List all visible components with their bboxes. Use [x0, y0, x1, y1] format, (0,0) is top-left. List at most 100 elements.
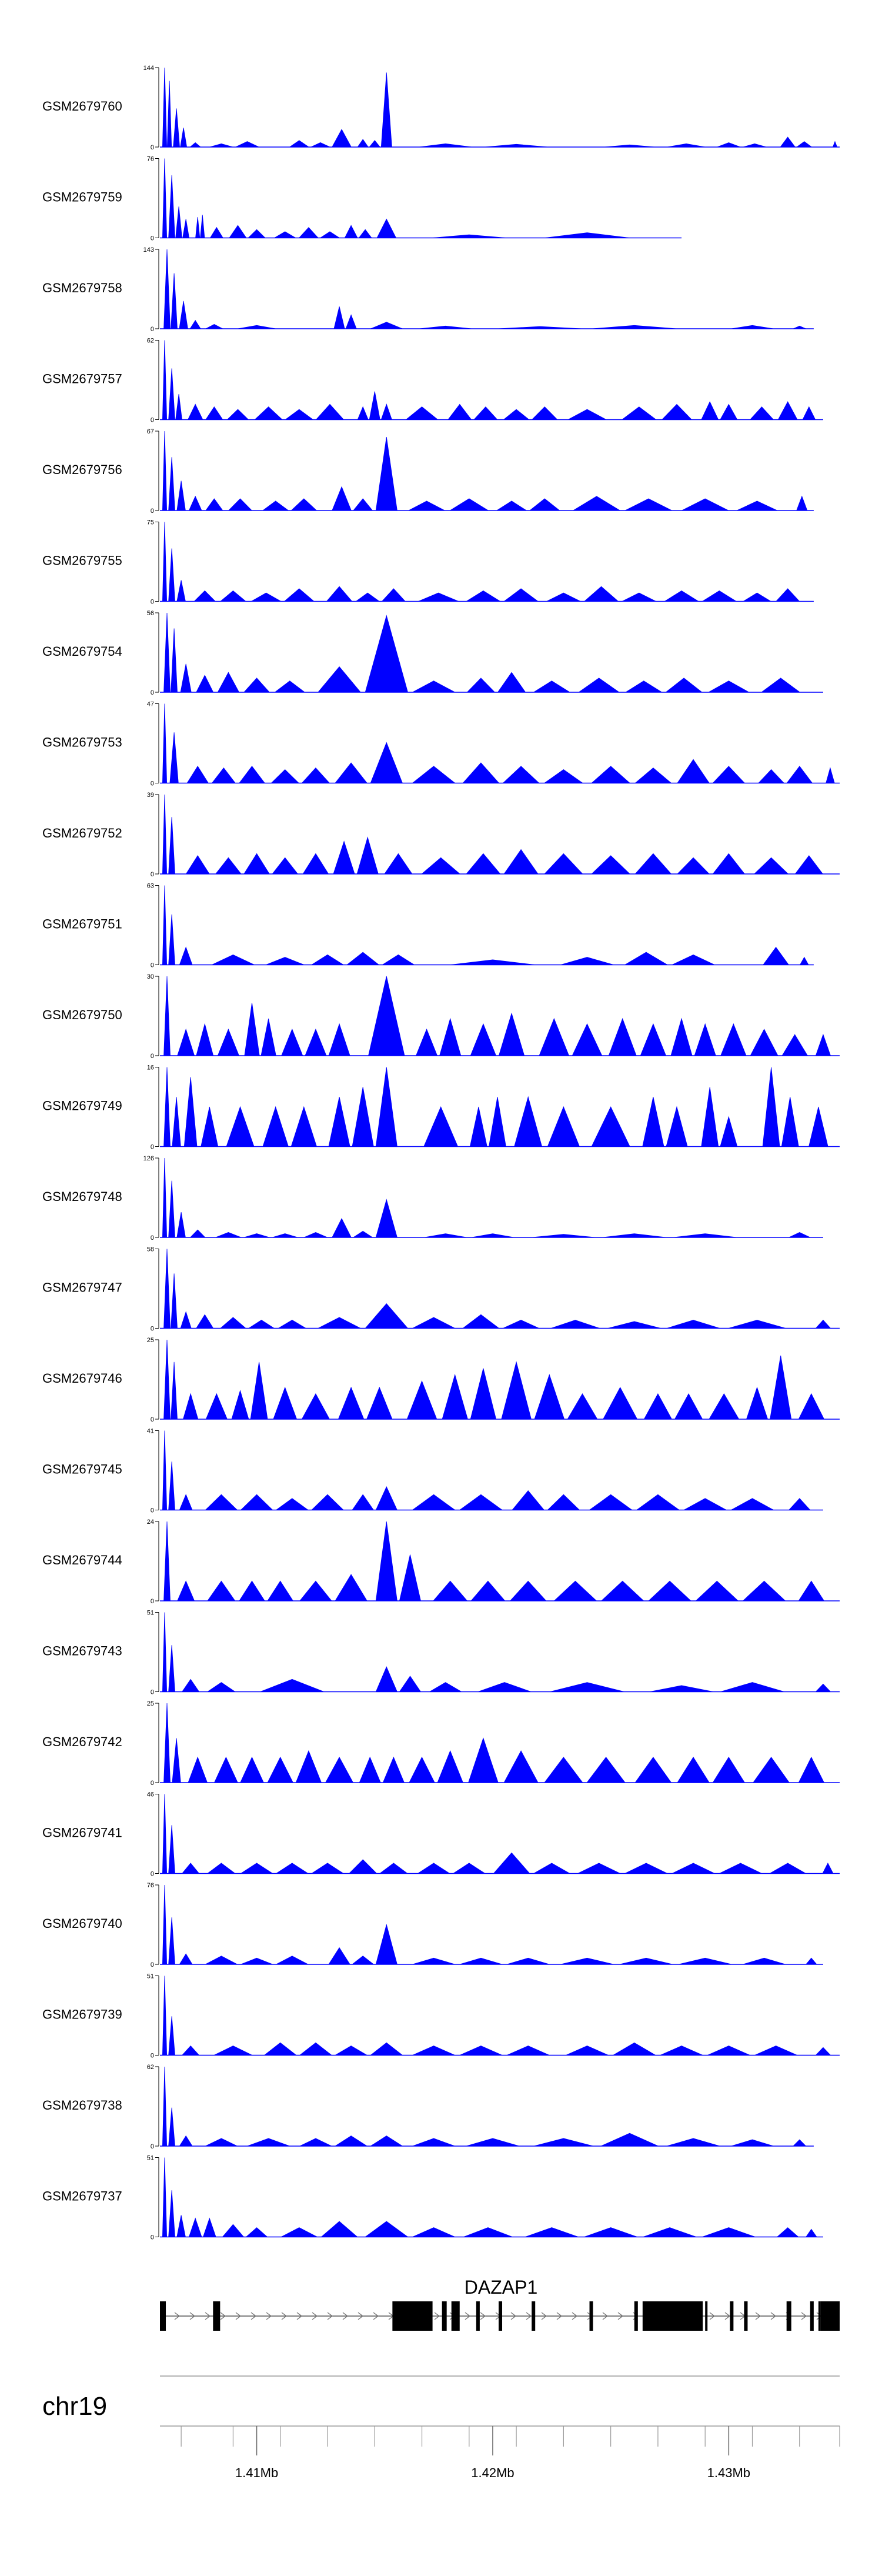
track-GSM2679753: GSM2679753 47 0 — [42, 701, 840, 788]
gene-name: DAZAP1 — [465, 2277, 537, 2298]
coverage-area — [160, 1067, 840, 1147]
y-zero-label: 0 — [151, 1053, 154, 1060]
track-label: GSM2679747 — [42, 1280, 122, 1295]
strand-arrow-icon — [602, 2312, 609, 2320]
track-GSM2679747: GSM2679747 58 0 — [42, 1246, 840, 1333]
y-zero-label: 0 — [151, 235, 154, 242]
coverage-area — [160, 1521, 840, 1601]
coverage-area — [160, 1703, 840, 1783]
y-zero-label: 0 — [151, 1144, 154, 1151]
track-GSM2679744: GSM2679744 24 0 — [42, 1519, 840, 1605]
y-max-label: 76 — [147, 1882, 154, 1889]
track-label: GSM2679748 — [42, 1189, 122, 1204]
strand-arrow-icon — [312, 2312, 318, 2320]
y-max-label: 62 — [147, 2064, 154, 2071]
track-GSM2679754: GSM2679754 56 0 — [42, 610, 823, 696]
y-zero-label: 0 — [151, 689, 154, 696]
gene-exon — [476, 2301, 480, 2331]
track-label: GSM2679746 — [42, 1371, 122, 1386]
y-zero-label: 0 — [151, 1689, 154, 1696]
y-zero-label: 0 — [151, 1598, 154, 1605]
strand-arrow-icon — [617, 2312, 624, 2320]
track-GSM2679738: GSM2679738 62 0 — [42, 2064, 814, 2150]
strand-arrow-icon — [296, 2312, 303, 2320]
track-GSM2679737: GSM2679737 51 0 — [42, 2155, 823, 2241]
y-max-label: 51 — [147, 1610, 154, 1617]
strand-arrow-icon — [709, 2312, 716, 2320]
strand-arrow-icon — [281, 2312, 288, 2320]
y-zero-label: 0 — [151, 962, 154, 969]
gene-exon — [451, 2301, 460, 2331]
track-label: GSM2679751 — [42, 917, 122, 932]
coverage-area — [160, 67, 840, 148]
track-GSM2679740: GSM2679740 76 0 — [42, 1882, 823, 1968]
gene-exon — [589, 2301, 593, 2331]
track-label: GSM2679752 — [42, 826, 122, 840]
gene-exon — [818, 2301, 821, 2331]
track-GSM2679752: GSM2679752 39 0 — [42, 792, 840, 878]
gene-exon — [730, 2301, 734, 2331]
coverage-area — [160, 2066, 814, 2147]
track-label: GSM2679745 — [42, 1462, 122, 1477]
strand-arrow-icon — [220, 2312, 226, 2320]
strand-arrow-icon — [174, 2312, 181, 2320]
track-GSM2679741: GSM2679741 46 0 — [42, 1791, 840, 1878]
track-GSM2679760: GSM2679760 144 0 — [42, 65, 840, 151]
y-max-label: 30 — [147, 973, 154, 980]
track-GSM2679742: GSM2679742 25 0 — [42, 1700, 840, 1787]
strand-arrow-icon — [801, 2312, 807, 2320]
track-GSM2679755: GSM2679755 75 0 — [42, 519, 814, 606]
y-max-label: 56 — [147, 610, 154, 617]
gene-exon — [705, 2301, 708, 2331]
y-max-label: 25 — [147, 1337, 154, 1344]
strand-arrow-icon — [342, 2312, 349, 2320]
y-max-label: 46 — [147, 1791, 154, 1798]
coverage-area — [160, 2157, 823, 2237]
y-zero-label: 0 — [151, 871, 154, 878]
y-zero-label: 0 — [151, 2053, 154, 2060]
strand-arrow-icon — [510, 2312, 517, 2320]
track-GSM2679746: GSM2679746 25 0 — [42, 1337, 840, 1423]
strand-arrow-icon — [572, 2312, 578, 2320]
y-max-label: 47 — [147, 701, 154, 708]
y-max-label: 16 — [147, 1065, 154, 1072]
track-label: GSM2679742 — [42, 1734, 122, 1749]
track-GSM2679745: GSM2679745 41 0 — [42, 1428, 823, 1514]
gene-exon — [442, 2301, 447, 2331]
gene-exon — [642, 2301, 703, 2331]
y-max-label: 143 — [143, 246, 154, 253]
strand-arrow-icon — [724, 2312, 731, 2320]
strand-arrow-icon — [250, 2312, 257, 2320]
coverage-area — [160, 522, 814, 602]
strand-arrow-icon — [266, 2312, 272, 2320]
strand-arrow-icon — [526, 2312, 532, 2320]
gene-exon — [810, 2301, 814, 2331]
y-max-label: 51 — [147, 2155, 154, 2162]
axis-tick-label: 1.42Mb — [471, 2465, 514, 2480]
track-label: GSM2679739 — [42, 2007, 122, 2022]
strand-arrow-icon — [189, 2312, 196, 2320]
y-max-label: 39 — [147, 792, 154, 799]
coverage-area — [160, 794, 840, 875]
gene-exon — [532, 2301, 536, 2331]
y-zero-label: 0 — [151, 1416, 154, 1423]
coverage-area — [160, 1339, 840, 1420]
track-GSM2679757: GSM2679757 62 0 — [42, 338, 823, 424]
track-GSM2679751: GSM2679751 63 0 — [42, 883, 814, 969]
y-max-label: 76 — [147, 156, 154, 163]
track-label: GSM2679756 — [42, 462, 122, 477]
track-label: GSM2679758 — [42, 281, 122, 295]
track-GSM2679758: GSM2679758 143 0 — [42, 246, 814, 333]
strand-arrow-icon — [556, 2312, 563, 2320]
y-zero-label: 0 — [151, 1780, 154, 1787]
y-max-label: 75 — [147, 519, 154, 526]
y-zero-label: 0 — [151, 1871, 154, 1878]
gene-exon — [820, 2301, 840, 2331]
y-zero-label: 0 — [151, 144, 154, 151]
track-label: GSM2679755 — [42, 553, 122, 568]
y-max-label: 41 — [147, 1428, 154, 1435]
y-zero-label: 0 — [151, 599, 154, 606]
track-GSM2679748: GSM2679748 126 0 — [42, 1155, 823, 1242]
gene-exon — [634, 2301, 638, 2331]
